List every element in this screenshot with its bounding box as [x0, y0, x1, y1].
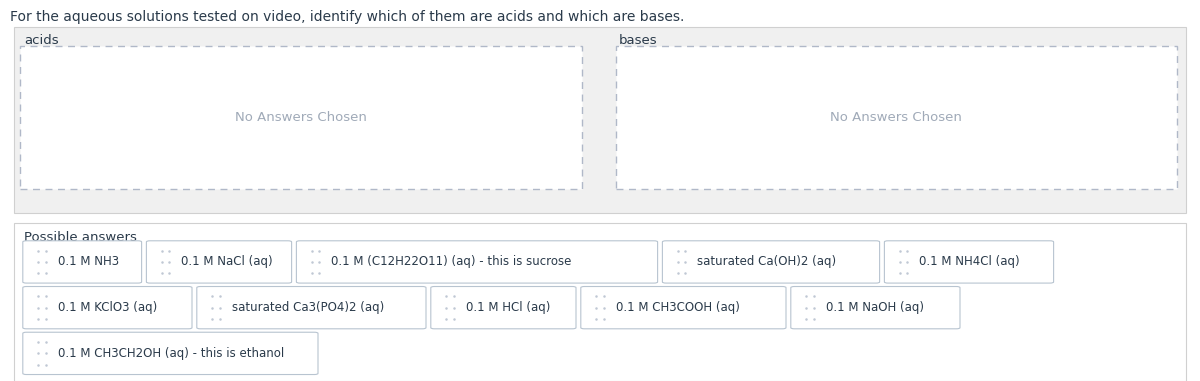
FancyBboxPatch shape [431, 287, 576, 329]
FancyBboxPatch shape [197, 287, 426, 329]
FancyBboxPatch shape [662, 241, 880, 283]
FancyBboxPatch shape [791, 287, 960, 329]
Text: 0.1 M NaOH (aq): 0.1 M NaOH (aq) [826, 301, 924, 314]
Text: saturated Ca3(PO4)2 (aq): saturated Ca3(PO4)2 (aq) [232, 301, 384, 314]
Text: For the aqueous solutions tested on video, identify which of them are acids and : For the aqueous solutions tested on vide… [10, 10, 684, 24]
Text: saturated Ca(OH)2 (aq): saturated Ca(OH)2 (aq) [697, 255, 836, 269]
FancyBboxPatch shape [296, 241, 658, 283]
FancyBboxPatch shape [14, 27, 1186, 213]
FancyBboxPatch shape [616, 46, 1177, 189]
Text: 0.1 M (C12H22O11) (aq) - this is sucrose: 0.1 M (C12H22O11) (aq) - this is sucrose [331, 255, 571, 269]
FancyBboxPatch shape [23, 332, 318, 375]
FancyBboxPatch shape [20, 46, 582, 189]
Text: 0.1 M NH4Cl (aq): 0.1 M NH4Cl (aq) [919, 255, 1020, 269]
Text: bases: bases [619, 34, 658, 47]
Text: 0.1 M NH3: 0.1 M NH3 [58, 255, 119, 269]
FancyBboxPatch shape [581, 287, 786, 329]
Text: 0.1 M HCl (aq): 0.1 M HCl (aq) [466, 301, 550, 314]
FancyBboxPatch shape [23, 287, 192, 329]
Text: 0.1 M NaCl (aq): 0.1 M NaCl (aq) [181, 255, 272, 269]
Text: 0.1 M CH3COOH (aq): 0.1 M CH3COOH (aq) [616, 301, 739, 314]
Text: No Answers Chosen: No Answers Chosen [235, 110, 367, 124]
FancyBboxPatch shape [14, 223, 1186, 381]
FancyBboxPatch shape [23, 241, 142, 283]
Text: 0.1 M CH3CH2OH (aq) - this is ethanol: 0.1 M CH3CH2OH (aq) - this is ethanol [58, 347, 284, 360]
FancyBboxPatch shape [884, 241, 1054, 283]
Text: Possible answers: Possible answers [24, 231, 137, 243]
Text: No Answers Chosen: No Answers Chosen [830, 110, 962, 124]
FancyBboxPatch shape [146, 241, 292, 283]
Text: 0.1 M KClO3 (aq): 0.1 M KClO3 (aq) [58, 301, 157, 314]
Text: acids: acids [24, 34, 59, 47]
